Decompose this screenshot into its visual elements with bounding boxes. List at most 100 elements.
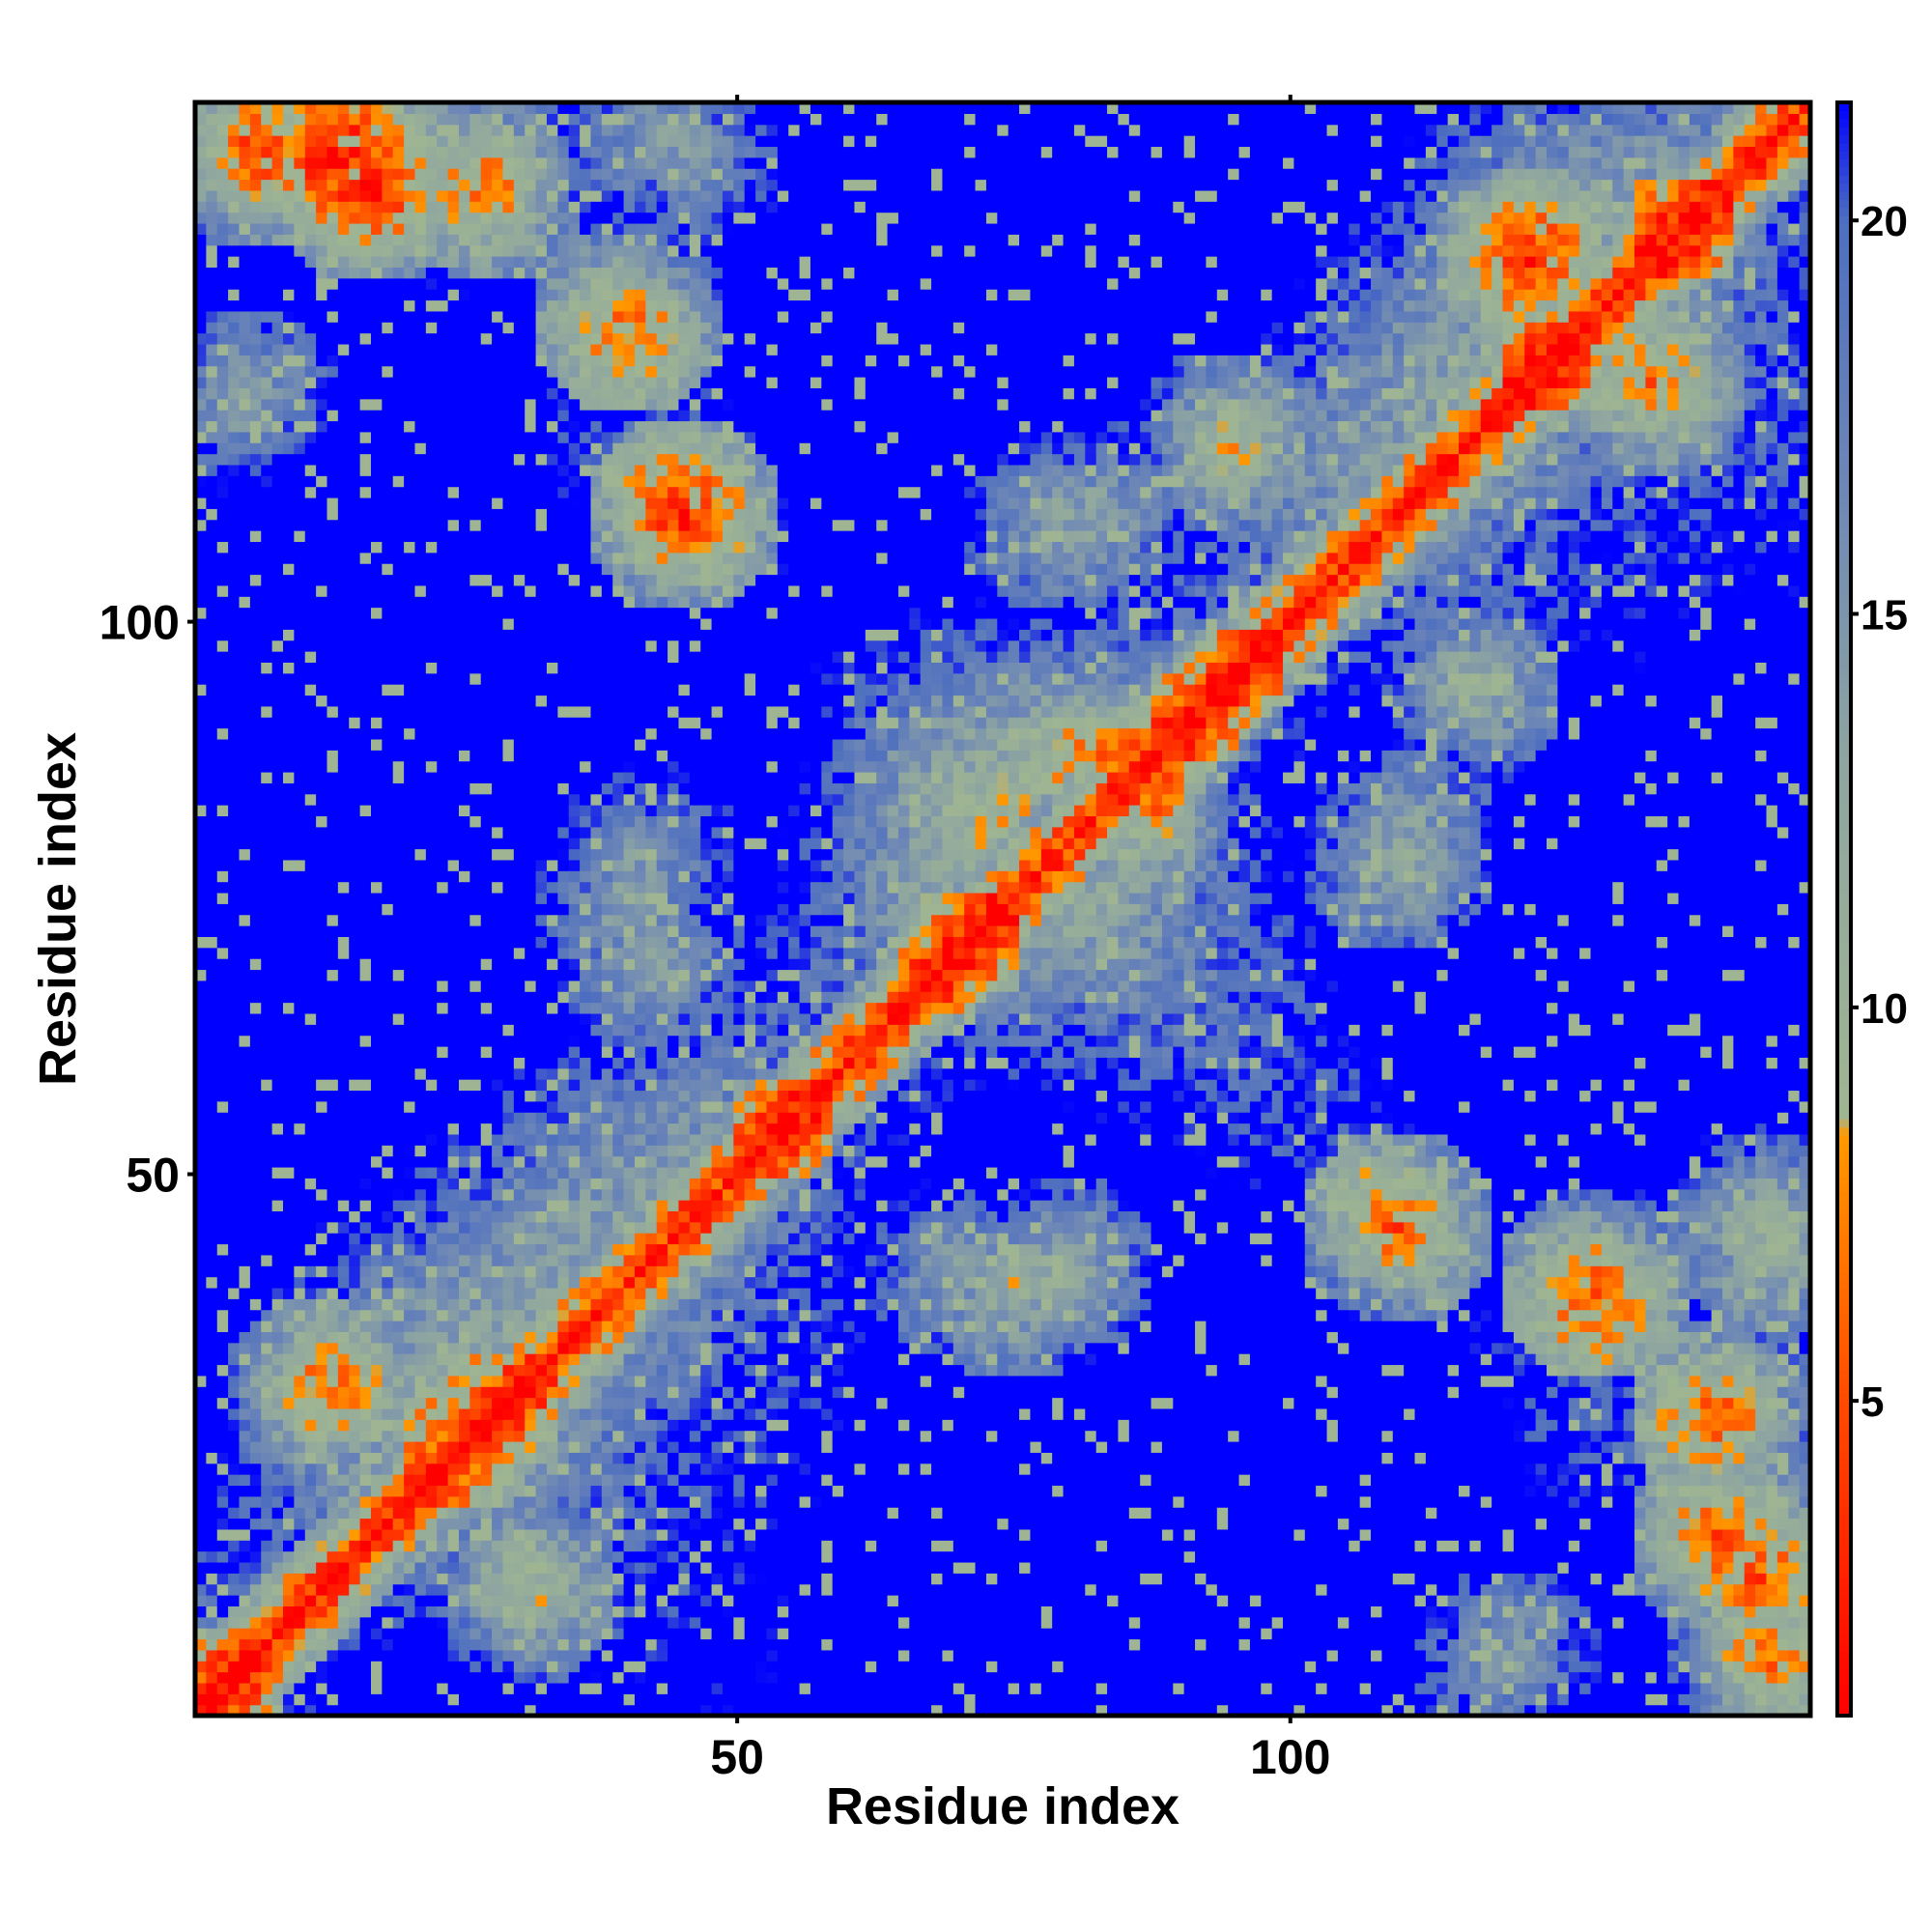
heatmap-cell	[437, 1419, 448, 1431]
heatmap-cell	[437, 234, 448, 245]
heatmap-cell	[382, 1222, 393, 1234]
heatmap-cell	[338, 1519, 350, 1530]
heatmap-cell	[502, 915, 514, 926]
heatmap-cell	[481, 541, 493, 553]
heatmap-cell	[360, 1046, 372, 1058]
heatmap-cell	[393, 1090, 405, 1101]
heatmap-cell	[469, 344, 481, 355]
heatmap-cell	[382, 1386, 393, 1398]
heatmap-cell	[349, 1562, 360, 1574]
heatmap-cell	[502, 1431, 514, 1442]
heatmap-cell	[349, 717, 360, 728]
heatmap-cell	[448, 387, 460, 399]
heatmap-cell	[481, 1452, 493, 1463]
heatmap-cell	[393, 223, 405, 235]
heatmap-cell	[382, 190, 393, 202]
heatmap-cell	[525, 1331, 536, 1343]
heatmap-cell	[437, 387, 448, 399]
heatmap-cell	[393, 1331, 405, 1343]
heatmap-cell	[525, 575, 536, 586]
heatmap-cell	[272, 893, 284, 904]
heatmap-cell	[514, 969, 526, 980]
heatmap-cell	[525, 442, 536, 454]
heatmap-cell	[393, 157, 405, 169]
heatmap-cell	[459, 1145, 470, 1156]
heatmap-cell	[240, 399, 251, 411]
heatmap-cell	[426, 432, 438, 443]
heatmap-cell	[426, 1189, 438, 1201]
heatmap-cell	[481, 1605, 493, 1617]
heatmap-cell	[261, 1540, 272, 1551]
heatmap-cell	[514, 465, 526, 476]
heatmap-cell	[240, 1145, 251, 1156]
heatmap-cell	[393, 1255, 405, 1266]
heatmap-cell	[481, 958, 493, 970]
heatmap-cell	[294, 113, 305, 125]
heatmap-cell	[217, 1638, 229, 1650]
heatmap-cell	[371, 278, 383, 290]
heatmap-cell	[283, 1210, 295, 1222]
heatmap-cell	[469, 860, 481, 871]
heatmap-cell	[481, 201, 493, 213]
heatmap-cell	[250, 1156, 262, 1168]
heatmap-cell	[228, 1485, 240, 1496]
heatmap-cell	[316, 1452, 327, 1463]
heatmap-cell	[283, 739, 295, 751]
heatmap-cell	[404, 860, 415, 871]
heatmap-cell	[382, 234, 393, 245]
heatmap-cell	[414, 838, 426, 849]
heatmap-cell	[469, 640, 481, 652]
heatmap-cell	[283, 1123, 295, 1135]
heatmap-cell	[492, 487, 503, 498]
heatmap-cell	[283, 849, 295, 861]
heatmap-cell	[240, 1551, 251, 1563]
heatmap-cell	[382, 575, 393, 586]
heatmap-cell	[349, 1003, 360, 1014]
heatmap-cell	[272, 377, 284, 388]
heatmap-cell	[459, 520, 470, 531]
heatmap-cell	[459, 1551, 470, 1563]
heatmap-cell	[349, 1321, 360, 1332]
heatmap-cell	[469, 739, 481, 751]
heatmap-cell	[349, 432, 360, 443]
heatmap-cell	[316, 520, 327, 531]
heatmap-cell	[360, 618, 372, 630]
heatmap-cell	[305, 761, 317, 773]
heatmap-cell	[294, 794, 305, 806]
heatmap-cell	[469, 366, 481, 378]
heatmap-cell	[217, 1178, 229, 1189]
heatmap-cell	[459, 311, 470, 323]
heatmap-cell	[360, 146, 372, 157]
heatmap-cell	[393, 1013, 405, 1025]
heatmap-cell	[338, 1101, 350, 1113]
heatmap-cell	[481, 1233, 493, 1244]
heatmap-cell	[305, 1200, 317, 1211]
heatmap-cell	[437, 454, 448, 466]
heatmap-cell	[360, 157, 372, 169]
heatmap-cell	[448, 925, 460, 937]
heatmap-cell	[327, 1200, 338, 1211]
heatmap-cell	[316, 849, 327, 861]
heatmap-cell	[240, 366, 251, 378]
heatmap-cell	[305, 355, 317, 366]
heatmap-cell	[502, 1463, 514, 1475]
heatmap-cell	[481, 1036, 493, 1047]
heatmap-cell	[382, 838, 393, 849]
heatmap-cell	[250, 1222, 262, 1234]
heatmap-cell	[316, 870, 327, 882]
heatmap-cell	[327, 454, 338, 466]
heatmap-cell	[371, 289, 383, 300]
heatmap-cell	[206, 475, 217, 487]
heatmap-cell	[316, 366, 327, 378]
heatmap-cell	[316, 201, 327, 213]
heatmap-cell	[294, 1650, 305, 1662]
heatmap-cell	[240, 1540, 251, 1551]
heatmap-cell	[272, 1178, 284, 1189]
heatmap-cell	[469, 289, 481, 300]
heatmap-cell	[316, 1562, 327, 1574]
heatmap-cell	[228, 1233, 240, 1244]
heatmap-cell	[316, 728, 327, 740]
heatmap-cell	[240, 410, 251, 421]
heatmap-cell	[371, 948, 383, 959]
heatmap-cell	[404, 1189, 415, 1201]
